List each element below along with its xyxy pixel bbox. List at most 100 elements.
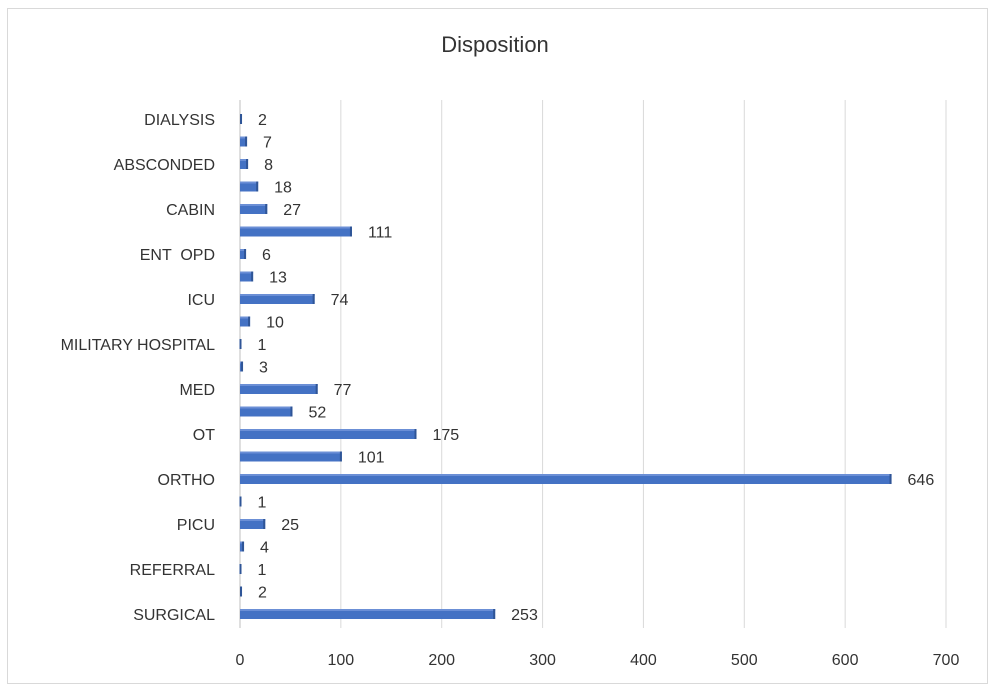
x-tick-label: 700 [933, 652, 960, 669]
category-label: REFERRAL [130, 562, 215, 579]
bar-highlight [240, 451, 342, 454]
bar-edge [239, 339, 242, 349]
bar-edge [240, 114, 243, 124]
bar-highlight [240, 541, 245, 544]
data-label: 101 [358, 450, 385, 467]
bar [240, 406, 293, 417]
x-tick-label: 300 [529, 652, 556, 669]
bar-edge [245, 136, 248, 147]
bar-edge [265, 204, 268, 214]
category-label: MILITARY HOSPITAL [61, 337, 216, 354]
data-label: 2 [258, 585, 267, 602]
bar-edge [889, 474, 892, 484]
data-label: 1 [258, 562, 267, 579]
bar [240, 519, 266, 529]
bar-highlight [240, 474, 892, 476]
bar-edge [263, 519, 266, 529]
bar [240, 384, 318, 394]
bar [240, 429, 417, 439]
bar [240, 474, 892, 484]
data-label: 4 [260, 540, 269, 557]
category-label: CABIN [166, 202, 215, 219]
bar-highlight [240, 271, 254, 274]
x-tick-label: 400 [630, 652, 657, 669]
bar-edge [349, 226, 352, 237]
data-label: 253 [511, 607, 538, 624]
x-tick-label: 500 [731, 652, 758, 669]
bar-highlight [240, 429, 417, 431]
data-label: 1 [258, 337, 267, 354]
data-label: 77 [334, 382, 352, 399]
bar-edge [251, 271, 254, 282]
bar [240, 294, 315, 304]
data-label: 3 [259, 360, 268, 377]
data-label: 175 [433, 427, 460, 444]
bar-highlight [240, 204, 268, 206]
data-label: 111 [368, 225, 392, 242]
category-label: ORTHO [158, 472, 215, 489]
bar-edge [246, 159, 249, 169]
data-label: 52 [308, 405, 326, 422]
bar-highlight [240, 384, 318, 386]
data-label: 27 [283, 202, 301, 219]
bar-edge [315, 384, 318, 394]
bar-edge [241, 361, 244, 372]
bar [240, 181, 259, 192]
x-tick-label: 200 [428, 652, 455, 669]
bar [240, 316, 251, 327]
bar-edge [240, 586, 243, 597]
data-label: 25 [281, 517, 299, 534]
bar-highlight [240, 519, 266, 521]
data-label: 646 [908, 472, 935, 489]
bar-highlight [240, 226, 352, 229]
category-label: DIALYSIS [144, 112, 215, 129]
category-label: PICU [177, 517, 215, 534]
bar [240, 204, 268, 214]
data-label: 6 [262, 247, 271, 264]
bar-edge [414, 429, 417, 439]
bar-highlight [240, 249, 247, 251]
bar-highlight [240, 159, 249, 161]
category-label: ABSCONDED [114, 157, 215, 174]
bar [240, 541, 245, 552]
bar [240, 451, 342, 462]
data-label: 1 [258, 495, 267, 512]
bar [240, 271, 254, 282]
bar [240, 159, 249, 169]
data-label: 74 [331, 292, 349, 309]
bar-highlight [240, 406, 293, 409]
category-label: OT [193, 427, 215, 444]
bar-edge [339, 451, 342, 462]
bar [240, 136, 248, 147]
bar-edge [244, 249, 247, 259]
category-label: ENT OPD [140, 247, 215, 264]
chart-area [7, 8, 988, 684]
bar [240, 609, 496, 619]
data-label: 2 [258, 112, 267, 129]
bar-edge [242, 541, 245, 552]
category-label: MED [179, 382, 215, 399]
data-label: 7 [263, 135, 272, 152]
bar-edge [256, 181, 259, 192]
x-tick-label: 0 [236, 652, 245, 669]
bar-highlight [240, 609, 496, 611]
bar-highlight [240, 316, 251, 319]
x-tick-label: 100 [328, 652, 355, 669]
x-tick-label: 600 [832, 652, 859, 669]
data-label: 10 [266, 315, 284, 332]
bar-edge [493, 609, 496, 619]
data-label: 18 [274, 180, 292, 197]
bar-edge [239, 496, 242, 507]
category-label: ICU [187, 292, 215, 309]
bar-highlight [240, 136, 248, 139]
bar-edge [290, 406, 293, 417]
bar-highlight [240, 181, 259, 184]
bar-edge [248, 316, 251, 327]
bar [240, 249, 247, 259]
bar [240, 226, 352, 237]
bar-highlight [240, 294, 315, 296]
data-label: 8 [264, 157, 273, 174]
category-label: SURGICAL [133, 607, 215, 624]
data-label: 13 [269, 270, 287, 287]
